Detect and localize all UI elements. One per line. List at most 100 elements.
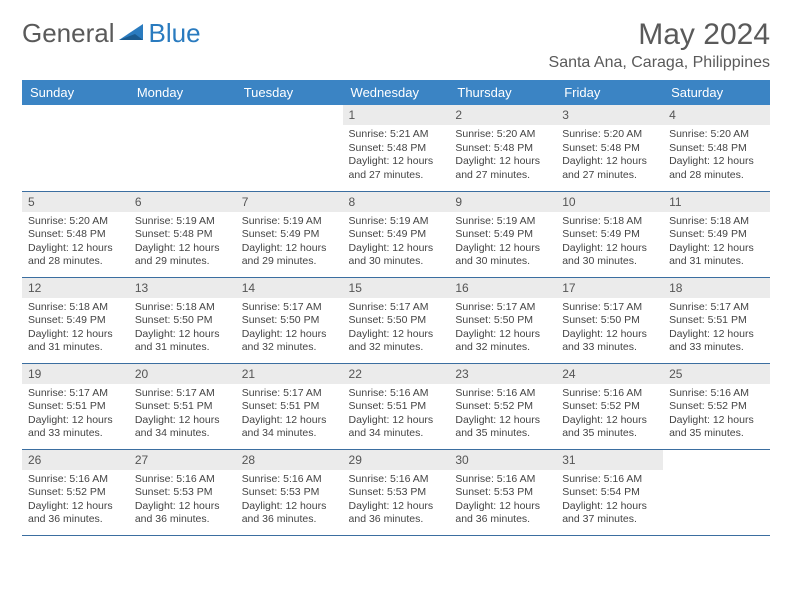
day-number: 9 xyxy=(449,192,556,212)
calendar-row: 26Sunrise: 5:16 AMSunset: 5:52 PMDayligh… xyxy=(22,449,770,535)
calendar-cell: 14Sunrise: 5:17 AMSunset: 5:50 PMDayligh… xyxy=(236,277,343,363)
calendar-cell: 3Sunrise: 5:20 AMSunset: 5:48 PMDaylight… xyxy=(556,105,663,191)
day-details: Sunrise: 5:17 AMSunset: 5:50 PMDaylight:… xyxy=(343,298,450,360)
day-details: Sunrise: 5:17 AMSunset: 5:50 PMDaylight:… xyxy=(236,298,343,360)
day-details: Sunrise: 5:16 AMSunset: 5:53 PMDaylight:… xyxy=(129,470,236,532)
day-details: Sunrise: 5:16 AMSunset: 5:51 PMDaylight:… xyxy=(343,384,450,446)
day-details: Sunrise: 5:18 AMSunset: 5:49 PMDaylight:… xyxy=(556,212,663,274)
day-number: 12 xyxy=(22,278,129,298)
logo-triangle-icon xyxy=(119,18,147,49)
calendar-cell: 5Sunrise: 5:20 AMSunset: 5:48 PMDaylight… xyxy=(22,191,129,277)
day-number: 2 xyxy=(449,105,556,125)
day-number: 19 xyxy=(22,364,129,384)
calendar-cell xyxy=(663,449,770,535)
calendar-cell: 31Sunrise: 5:16 AMSunset: 5:54 PMDayligh… xyxy=(556,449,663,535)
calendar-cell: 19Sunrise: 5:17 AMSunset: 5:51 PMDayligh… xyxy=(22,363,129,449)
day-number: 8 xyxy=(343,192,450,212)
day-details: Sunrise: 5:18 AMSunset: 5:49 PMDaylight:… xyxy=(22,298,129,360)
day-number: 6 xyxy=(129,192,236,212)
day-details: Sunrise: 5:20 AMSunset: 5:48 PMDaylight:… xyxy=(663,125,770,187)
weekday-header: Sunday xyxy=(22,80,129,105)
calendar-cell: 23Sunrise: 5:16 AMSunset: 5:52 PMDayligh… xyxy=(449,363,556,449)
calendar-cell xyxy=(236,105,343,191)
day-details: Sunrise: 5:18 AMSunset: 5:50 PMDaylight:… xyxy=(129,298,236,360)
day-number: 10 xyxy=(556,192,663,212)
month-title: May 2024 xyxy=(549,18,770,52)
day-details: Sunrise: 5:16 AMSunset: 5:53 PMDaylight:… xyxy=(343,470,450,532)
calendar-cell: 10Sunrise: 5:18 AMSunset: 5:49 PMDayligh… xyxy=(556,191,663,277)
brand-part2: Blue xyxy=(149,18,201,49)
weekday-header: Saturday xyxy=(663,80,770,105)
calendar-cell: 26Sunrise: 5:16 AMSunset: 5:52 PMDayligh… xyxy=(22,449,129,535)
calendar-cell xyxy=(129,105,236,191)
calendar-row: 19Sunrise: 5:17 AMSunset: 5:51 PMDayligh… xyxy=(22,363,770,449)
day-details: Sunrise: 5:16 AMSunset: 5:52 PMDaylight:… xyxy=(663,384,770,446)
calendar-cell: 21Sunrise: 5:17 AMSunset: 5:51 PMDayligh… xyxy=(236,363,343,449)
day-number: 4 xyxy=(663,105,770,125)
day-details: Sunrise: 5:19 AMSunset: 5:48 PMDaylight:… xyxy=(129,212,236,274)
day-details: Sunrise: 5:19 AMSunset: 5:49 PMDaylight:… xyxy=(236,212,343,274)
location: Santa Ana, Caraga, Philippines xyxy=(549,54,770,72)
day-number: 11 xyxy=(663,192,770,212)
day-details: Sunrise: 5:17 AMSunset: 5:51 PMDaylight:… xyxy=(663,298,770,360)
day-details: Sunrise: 5:16 AMSunset: 5:53 PMDaylight:… xyxy=(449,470,556,532)
day-details: Sunrise: 5:16 AMSunset: 5:52 PMDaylight:… xyxy=(449,384,556,446)
day-number: 13 xyxy=(129,278,236,298)
day-number: 17 xyxy=(556,278,663,298)
calendar-cell: 9Sunrise: 5:19 AMSunset: 5:49 PMDaylight… xyxy=(449,191,556,277)
calendar-table: SundayMondayTuesdayWednesdayThursdayFrid… xyxy=(22,80,770,536)
day-number: 25 xyxy=(663,364,770,384)
weekday-header: Wednesday xyxy=(343,80,450,105)
calendar-body: 1Sunrise: 5:21 AMSunset: 5:48 PMDaylight… xyxy=(22,105,770,535)
day-details: Sunrise: 5:19 AMSunset: 5:49 PMDaylight:… xyxy=(343,212,450,274)
calendar-cell: 25Sunrise: 5:16 AMSunset: 5:52 PMDayligh… xyxy=(663,363,770,449)
calendar-cell: 12Sunrise: 5:18 AMSunset: 5:49 PMDayligh… xyxy=(22,277,129,363)
calendar-cell: 1Sunrise: 5:21 AMSunset: 5:48 PMDaylight… xyxy=(343,105,450,191)
day-number: 29 xyxy=(343,450,450,470)
calendar-cell: 7Sunrise: 5:19 AMSunset: 5:49 PMDaylight… xyxy=(236,191,343,277)
calendar-cell: 4Sunrise: 5:20 AMSunset: 5:48 PMDaylight… xyxy=(663,105,770,191)
day-number: 31 xyxy=(556,450,663,470)
calendar-cell: 22Sunrise: 5:16 AMSunset: 5:51 PMDayligh… xyxy=(343,363,450,449)
day-number: 3 xyxy=(556,105,663,125)
calendar-row: 1Sunrise: 5:21 AMSunset: 5:48 PMDaylight… xyxy=(22,105,770,191)
calendar-cell: 2Sunrise: 5:20 AMSunset: 5:48 PMDaylight… xyxy=(449,105,556,191)
brand-logo: General Blue xyxy=(22,18,201,49)
day-details: Sunrise: 5:21 AMSunset: 5:48 PMDaylight:… xyxy=(343,125,450,187)
calendar-cell: 17Sunrise: 5:17 AMSunset: 5:50 PMDayligh… xyxy=(556,277,663,363)
calendar-cell: 18Sunrise: 5:17 AMSunset: 5:51 PMDayligh… xyxy=(663,277,770,363)
day-details: Sunrise: 5:20 AMSunset: 5:48 PMDaylight:… xyxy=(22,212,129,274)
calendar-cell: 29Sunrise: 5:16 AMSunset: 5:53 PMDayligh… xyxy=(343,449,450,535)
day-number: 24 xyxy=(556,364,663,384)
day-details: Sunrise: 5:17 AMSunset: 5:50 PMDaylight:… xyxy=(449,298,556,360)
calendar-cell: 24Sunrise: 5:16 AMSunset: 5:52 PMDayligh… xyxy=(556,363,663,449)
calendar-cell xyxy=(22,105,129,191)
day-details: Sunrise: 5:19 AMSunset: 5:49 PMDaylight:… xyxy=(449,212,556,274)
calendar-cell: 16Sunrise: 5:17 AMSunset: 5:50 PMDayligh… xyxy=(449,277,556,363)
day-details: Sunrise: 5:16 AMSunset: 5:53 PMDaylight:… xyxy=(236,470,343,532)
day-number: 23 xyxy=(449,364,556,384)
day-number: 16 xyxy=(449,278,556,298)
day-details: Sunrise: 5:17 AMSunset: 5:51 PMDaylight:… xyxy=(236,384,343,446)
calendar-cell: 15Sunrise: 5:17 AMSunset: 5:50 PMDayligh… xyxy=(343,277,450,363)
calendar-cell: 30Sunrise: 5:16 AMSunset: 5:53 PMDayligh… xyxy=(449,449,556,535)
brand-part1: General xyxy=(22,18,115,49)
calendar-cell: 28Sunrise: 5:16 AMSunset: 5:53 PMDayligh… xyxy=(236,449,343,535)
calendar-cell: 8Sunrise: 5:19 AMSunset: 5:49 PMDaylight… xyxy=(343,191,450,277)
day-number: 18 xyxy=(663,278,770,298)
day-number: 27 xyxy=(129,450,236,470)
day-details: Sunrise: 5:16 AMSunset: 5:52 PMDaylight:… xyxy=(556,384,663,446)
weekday-header: Tuesday xyxy=(236,80,343,105)
day-number: 15 xyxy=(343,278,450,298)
calendar-cell: 6Sunrise: 5:19 AMSunset: 5:48 PMDaylight… xyxy=(129,191,236,277)
title-block: May 2024 Santa Ana, Caraga, Philippines xyxy=(549,18,770,72)
day-details: Sunrise: 5:17 AMSunset: 5:51 PMDaylight:… xyxy=(129,384,236,446)
day-details: Sunrise: 5:16 AMSunset: 5:52 PMDaylight:… xyxy=(22,470,129,532)
day-number: 30 xyxy=(449,450,556,470)
day-details: Sunrise: 5:16 AMSunset: 5:54 PMDaylight:… xyxy=(556,470,663,532)
day-number: 7 xyxy=(236,192,343,212)
calendar-row: 5Sunrise: 5:20 AMSunset: 5:48 PMDaylight… xyxy=(22,191,770,277)
day-details: Sunrise: 5:20 AMSunset: 5:48 PMDaylight:… xyxy=(449,125,556,187)
day-number: 5 xyxy=(22,192,129,212)
day-number: 20 xyxy=(129,364,236,384)
